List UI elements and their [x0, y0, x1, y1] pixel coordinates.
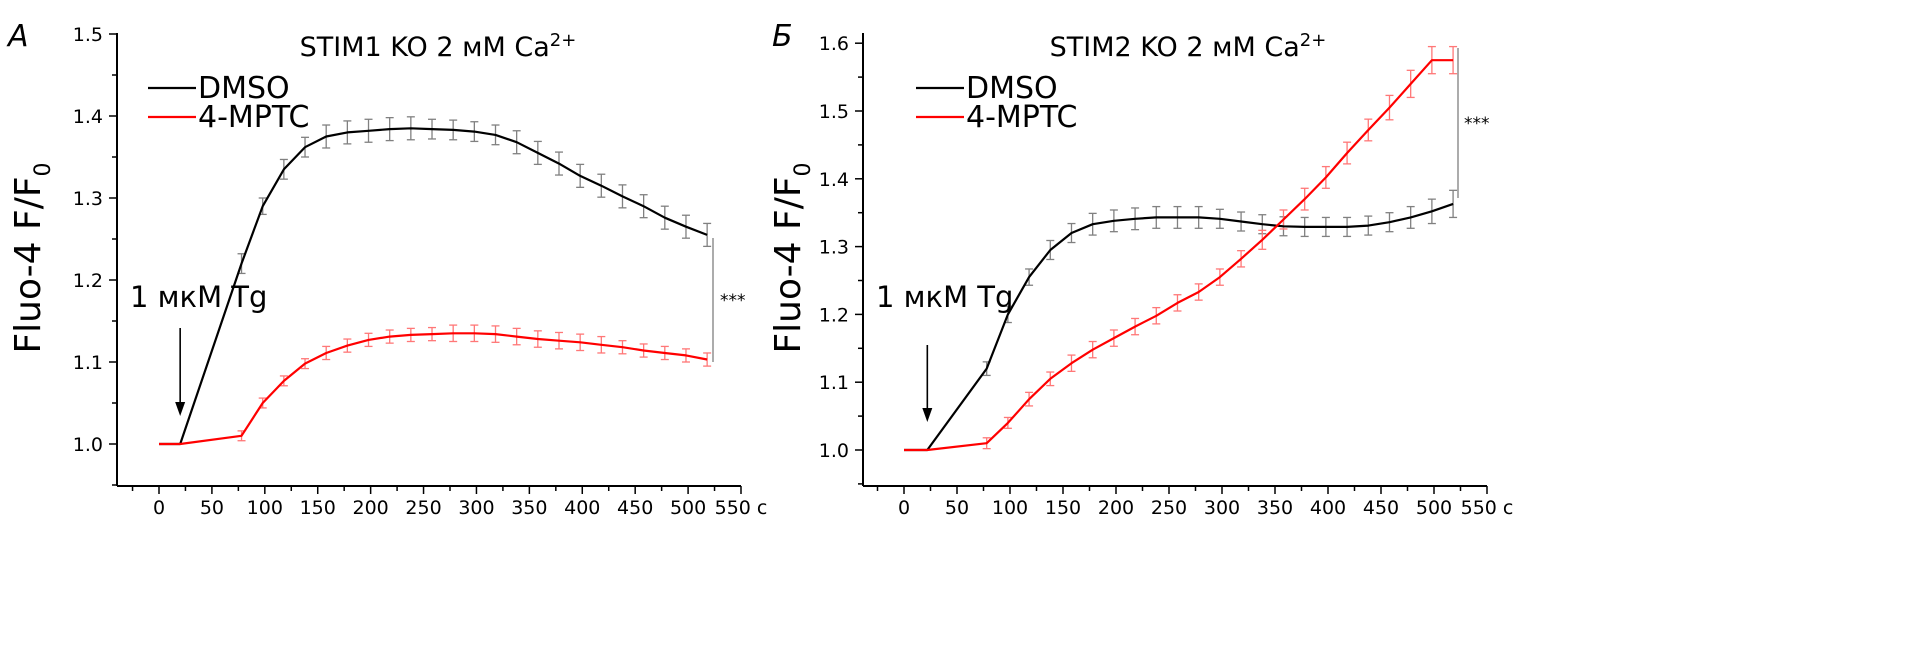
y-axis-label-main: Fluo-4 F/F [8, 176, 49, 353]
y-axis-label-main: Fluo-4 F/F [768, 176, 809, 353]
y-tick-label: 1.3 [819, 237, 849, 259]
chart-panel-2: 0 50 100 150 200 250 300 350 400 450 500 550 с 1.0 1.… [768, 19, 1513, 519]
y-tick-label: 1.2 [73, 270, 103, 292]
annotation-tg: 1 мкМ Tg [130, 280, 267, 314]
x-tick-label: 550 с [715, 497, 768, 519]
legend-label: DMSO [966, 71, 1058, 106]
x-tick-label: 50 [200, 497, 224, 519]
panel-label: А [6, 19, 29, 54]
x-tick-label: 0 [153, 497, 165, 519]
chart-title: STIM1 KO 2 мМ Ca2+ [300, 30, 577, 63]
y-axis-label-sub: 0 [31, 162, 56, 176]
y-tick-label: 1.6 [819, 33, 849, 55]
y-axis-label: Fluo-4 F/F0 [768, 162, 816, 353]
significance-label: *** [720, 291, 746, 311]
legend-label: 4-MPTC [198, 100, 309, 135]
x-tick-label: 250 [1151, 497, 1187, 519]
x-tick-label: 350 [511, 497, 547, 519]
y-tick-label: 1.0 [819, 440, 849, 462]
chart-title-sup: 2+ [550, 30, 577, 51]
x-tick-label: 100 [992, 497, 1028, 519]
series-line-4-mptc [159, 332, 708, 446]
x-tick-label: 450 [1363, 497, 1399, 519]
y-tick-label: 1.0 [73, 434, 103, 456]
y-axis-label: Fluo-4 F/F0 [8, 162, 56, 353]
x-tick-label: 50 [945, 497, 969, 519]
y-tick-label: 1.1 [73, 352, 103, 374]
significance-label: *** [1464, 114, 1490, 134]
annotation-arrowhead [922, 408, 933, 422]
chart-title-main: STIM1 KO 2 мМ Ca [300, 32, 550, 63]
panel-label: Б [772, 19, 793, 54]
chart-title: STIM2 KO 2 мМ Ca2+ [1050, 30, 1327, 63]
x-tick-label: 500 [1416, 497, 1452, 519]
legend-label: 4-MPTC [966, 100, 1077, 135]
y-tick-label: 1.5 [73, 24, 103, 46]
x-tick-label: 250 [405, 497, 441, 519]
x-tick-label: 300 [458, 497, 494, 519]
y-tick-label: 1.5 [819, 101, 849, 123]
x-tick-label: 300 [1204, 497, 1240, 519]
y-tick-label: 1.3 [73, 188, 103, 210]
x-tick-label: 0 [898, 497, 910, 519]
x-tick-label: 150 [1045, 497, 1081, 519]
x-tick-label: 100 [247, 497, 283, 519]
x-tick-label: 550 с [1461, 497, 1514, 519]
y-tick-label: 1.1 [819, 372, 849, 394]
legend-label: DMSO [198, 71, 290, 106]
y-tick-label: 1.2 [819, 304, 849, 326]
x-tick-label: 450 [617, 497, 653, 519]
x-tick-label: 400 [564, 497, 600, 519]
annotation-arrowhead [175, 402, 186, 416]
x-tick-label: 150 [300, 497, 336, 519]
chart-title-main: STIM2 KO 2 мМ Ca [1050, 32, 1300, 63]
series-line-dmso [159, 127, 708, 446]
x-tick-label: 400 [1310, 497, 1346, 519]
chart-panel-1: 0 50 100 150 200 250 300 350 400 450 500 550 с 1.0 1.… [6, 19, 767, 519]
series-line-dmso [904, 202, 1454, 452]
annotation-tg: 1 мкМ Tg [876, 280, 1013, 314]
series-line-4-mptc [904, 59, 1454, 452]
y-tick-label: 1.4 [819, 169, 849, 191]
x-tick-label: 200 [1098, 497, 1134, 519]
y-axis-label-sub: 0 [791, 162, 816, 176]
chart-title-sup: 2+ [1300, 30, 1327, 51]
x-tick-label: 350 [1257, 497, 1293, 519]
x-tick-label: 500 [670, 497, 706, 519]
y-tick-label: 1.4 [73, 106, 103, 128]
x-tick-label: 200 [353, 497, 389, 519]
